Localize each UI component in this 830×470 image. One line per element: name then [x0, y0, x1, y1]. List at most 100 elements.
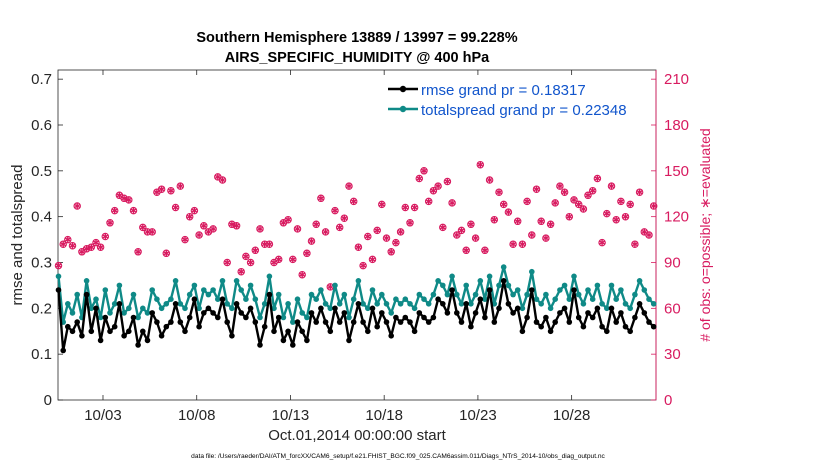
x-axis-label: Oct.01,2014 00:00:00 start [268, 427, 446, 444]
obs-evaluated-marker [317, 195, 325, 201]
legend-rmse-label: rmse grand pr = 0.18317 [421, 82, 586, 99]
obs-count-point [424, 197, 433, 206]
rmse-point [341, 310, 348, 316]
rmse-point [468, 323, 474, 330]
rmse-point [243, 314, 249, 321]
totalspread-point [575, 291, 582, 298]
rmse-point [238, 310, 244, 316]
obs-evaluated-marker [298, 272, 306, 278]
obs-count-point [335, 223, 344, 232]
obs-evaluated-marker [162, 250, 170, 256]
totalspread-point [505, 282, 512, 289]
obs-count-point [171, 203, 180, 212]
totalspread-point [308, 291, 315, 298]
totalspread-point [557, 287, 563, 293]
obs-evaluated-marker [130, 208, 137, 213]
obs-evaluated-marker [444, 179, 451, 184]
obs-count-point [68, 241, 77, 250]
rmse-point [411, 328, 418, 335]
totalspread-point [350, 296, 357, 303]
x-tick-label: 10/18 [365, 407, 403, 424]
rmse-point [641, 310, 648, 316]
obs-count-point [54, 261, 63, 270]
rmse-point [252, 319, 259, 325]
totalspread-point [126, 305, 132, 312]
rmse-point [172, 301, 179, 307]
rmse-point [388, 333, 395, 339]
totalspread-point [121, 310, 127, 316]
obs-evaluated-marker [392, 240, 400, 245]
obs-count-point [368, 255, 377, 264]
totalspread-point [205, 291, 212, 298]
rmse-point [65, 323, 71, 330]
obs-count-point [476, 160, 485, 169]
obs-evaluated-marker [373, 228, 381, 233]
totalspread-point [252, 296, 259, 303]
obs-count-point [598, 238, 606, 247]
obs-count-point [125, 196, 133, 204]
obs-evaluated-marker [294, 226, 301, 232]
rmse-point [449, 287, 455, 293]
obs-evaluated-marker [134, 249, 142, 255]
totalspread-point [585, 287, 591, 293]
obs-count-point [649, 202, 658, 210]
totalspread-point [74, 291, 80, 298]
obs-evaluated-marker [640, 229, 648, 235]
rmse-point [322, 319, 329, 325]
y-left-tick-label: 0.3 [31, 255, 52, 272]
rmse-point [440, 301, 446, 307]
obs-evaluated-marker [312, 221, 320, 227]
totalspread-point [257, 314, 263, 321]
rmse-point [346, 337, 352, 344]
totalspread-point [210, 287, 216, 293]
totalspread-point [608, 282, 615, 289]
totalspread-point [172, 278, 179, 284]
obs-evaluated-marker [551, 200, 559, 206]
y-left-tick-label: 0.2 [31, 300, 52, 317]
obs-evaluated-marker [148, 229, 156, 235]
obs-count-point [298, 270, 306, 279]
obs-evaluated-marker [626, 202, 634, 207]
totalspread-point [102, 287, 109, 293]
obs-count-point [246, 258, 255, 267]
obs-evaluated-marker [102, 234, 109, 239]
obs-evaluated-marker [622, 214, 629, 220]
y-right-tick-label: 30 [664, 346, 681, 363]
rmse-point [313, 319, 320, 325]
rmse-point [271, 328, 277, 335]
legend-spread-label: totalspread grand pr = 0.22348 [421, 102, 627, 119]
obs-evaluated-marker [177, 183, 184, 189]
totalspread-point [83, 278, 90, 284]
totalspread-point [589, 296, 596, 303]
rmse-point [163, 323, 170, 330]
obs-count-point [579, 205, 588, 213]
obs-count-point [349, 197, 358, 206]
totalspread-point [107, 310, 113, 316]
obs-evaluated-marker [533, 186, 540, 192]
obs-count-point [453, 231, 461, 239]
totalspread-series [55, 264, 657, 325]
totalspread-point [529, 268, 535, 275]
obs-count-point [256, 225, 264, 233]
totalspread-point [238, 287, 244, 293]
obs-count-point [190, 206, 199, 215]
obs-count-point [289, 255, 297, 264]
obs-evaluated-marker [434, 183, 442, 189]
obs-evaluated-marker [608, 183, 615, 189]
rmse-point [196, 323, 202, 330]
totalspread-point [458, 301, 465, 307]
totalspread-point [440, 282, 446, 289]
totalspread-point [201, 287, 207, 293]
rmse-point [79, 333, 85, 339]
obs-count-point [462, 246, 470, 255]
obs-count-point [490, 215, 499, 224]
totalspread-point [140, 305, 146, 312]
totalspread-point [650, 301, 657, 307]
obs-evaluated-marker [55, 263, 62, 268]
obs-evaluated-marker [472, 235, 479, 241]
totalspread-point [566, 296, 573, 303]
obs-count-point [626, 200, 634, 209]
rmse-point [472, 310, 479, 316]
totalspread-point [449, 273, 455, 280]
obs-evaluated-marker [565, 214, 573, 220]
